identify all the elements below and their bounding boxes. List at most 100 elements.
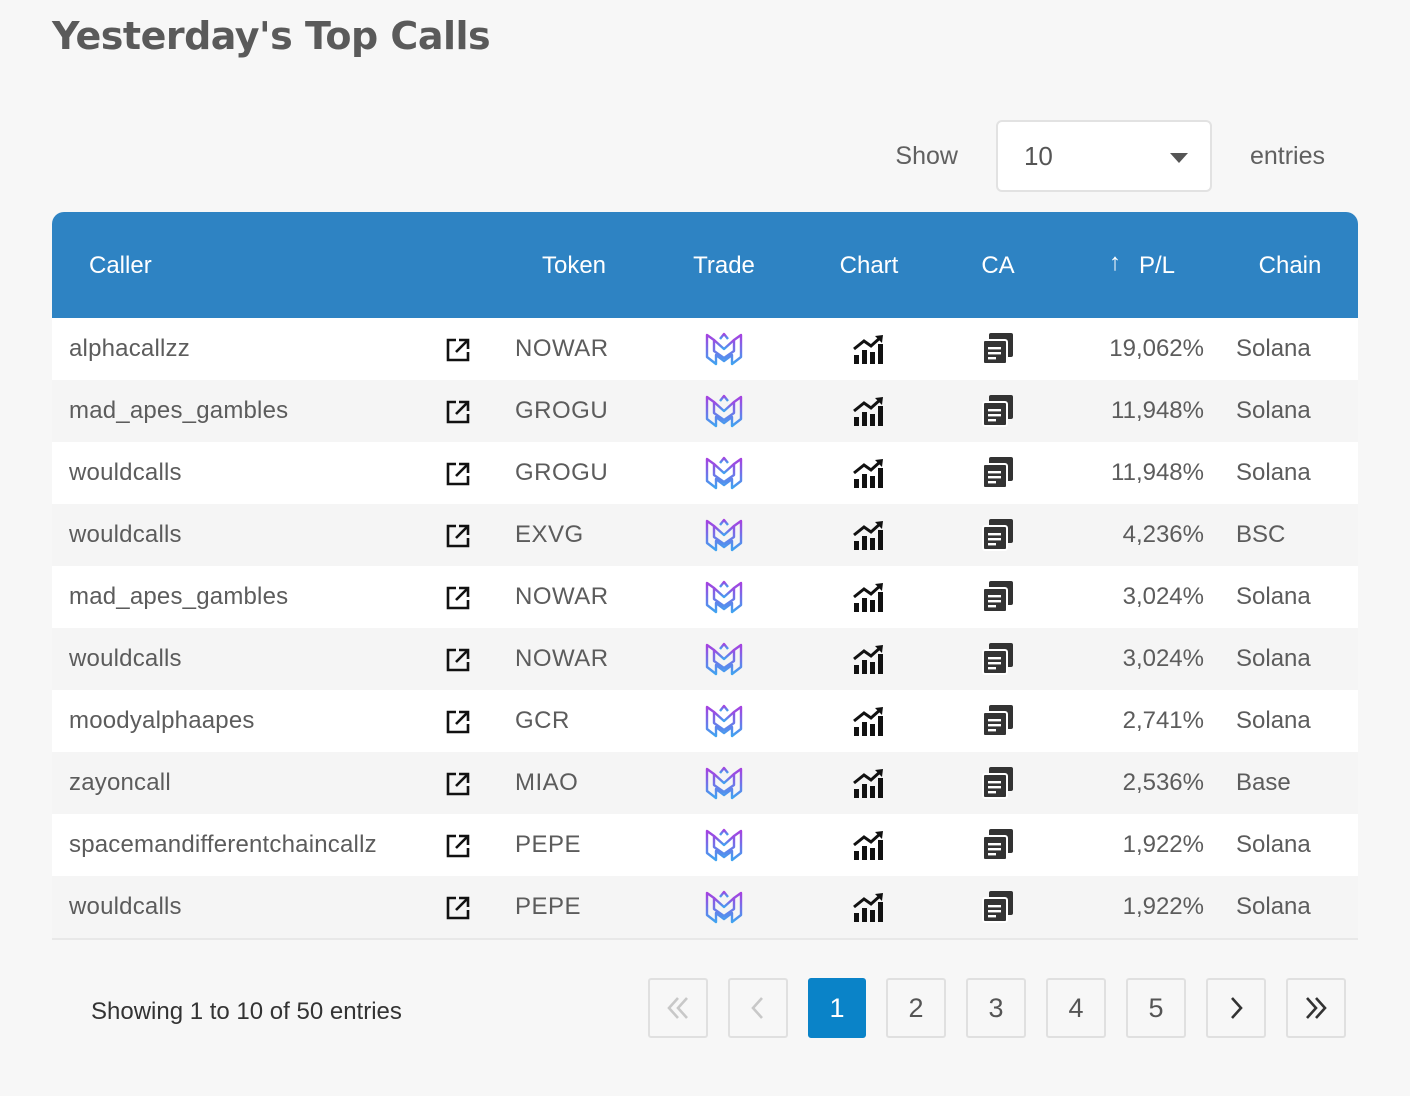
chart-growth-icon (853, 335, 883, 364)
copy-contract-icon (982, 829, 1013, 861)
copy-ca-button[interactable] (934, 814, 1062, 876)
caller-link-button[interactable] (412, 380, 504, 442)
chevron-right-icon (1231, 997, 1243, 1019)
caller-link-button[interactable] (412, 504, 504, 566)
caller-name[interactable]: mad_apes_gambles (69, 397, 289, 424)
caller-link-button[interactable] (412, 690, 504, 752)
copy-contract-icon (982, 705, 1013, 737)
trade-button[interactable] (644, 876, 804, 938)
copy-ca-button[interactable] (934, 566, 1062, 628)
page-title: Yesterday's Top Calls (52, 14, 491, 58)
page-button-2[interactable]: 2 (886, 978, 946, 1038)
sort-ascending-icon: ↑ (1108, 249, 1121, 276)
prev-page-button[interactable] (728, 978, 788, 1038)
caller-link-button[interactable] (412, 814, 504, 876)
copy-contract-icon (982, 457, 1013, 489)
table-row: wouldcalls NOWAR 3,024% Solana (52, 628, 1358, 690)
header-pl[interactable]: ↑ P/L (1062, 212, 1222, 318)
caller-name[interactable]: mad_apes_gambles (69, 583, 289, 610)
trade-button[interactable] (644, 504, 804, 566)
caller-name[interactable]: wouldcalls (69, 521, 182, 548)
trade-button[interactable] (644, 814, 804, 876)
chain-name: Solana (1236, 707, 1311, 734)
show-label: Show (895, 141, 958, 170)
chain-name: Solana (1236, 459, 1311, 486)
chart-growth-icon (853, 769, 883, 798)
copy-ca-button[interactable] (934, 380, 1062, 442)
copy-ca-button[interactable] (934, 318, 1062, 380)
trade-button[interactable] (644, 690, 804, 752)
caller-link-button[interactable] (412, 566, 504, 628)
copy-ca-button[interactable] (934, 752, 1062, 814)
trade-button[interactable] (644, 380, 804, 442)
chart-button[interactable] (804, 876, 934, 938)
chart-button[interactable] (804, 380, 934, 442)
entries-select-value: 10 (1023, 140, 1053, 171)
chart-button[interactable] (804, 752, 934, 814)
table-header-row: Caller Token Trade Chart CA ↑ P/L Chain (52, 212, 1358, 318)
copy-ca-button[interactable] (934, 504, 1062, 566)
page-button-4[interactable]: 4 (1046, 978, 1106, 1038)
header-ca[interactable]: CA (981, 252, 1015, 279)
page-button-5[interactable]: 5 (1126, 978, 1186, 1038)
chart-button[interactable] (804, 318, 934, 380)
caller-name[interactable]: alphacallzz (69, 335, 190, 362)
caller-name[interactable]: spacemandifferentchaincallz (69, 831, 377, 858)
pl-value: 11,948% (1111, 459, 1204, 486)
table-row: spacemandifferentchaincallz PEPE 1,922% Sol… (52, 814, 1358, 876)
external-link-icon (446, 648, 470, 671)
caller-name[interactable]: moodyalphaapes (69, 707, 255, 734)
trade-button[interactable] (644, 318, 804, 380)
chart-button[interactable] (804, 690, 934, 752)
caller-name[interactable]: zayoncall (69, 769, 171, 796)
copy-ca-button[interactable] (934, 442, 1062, 504)
copy-ca-button[interactable] (934, 628, 1062, 690)
pl-value: 19,062% (1109, 335, 1204, 362)
token-symbol: GCR (515, 707, 570, 734)
header-chart[interactable]: Chart (839, 252, 899, 279)
trade-button[interactable] (644, 442, 804, 504)
last-page-button[interactable] (1286, 978, 1346, 1038)
trade-button[interactable] (644, 752, 804, 814)
copy-contract-icon (982, 891, 1013, 923)
caller-link-button[interactable] (412, 628, 504, 690)
trade-button[interactable] (644, 628, 804, 690)
header-caller[interactable]: Caller (89, 252, 152, 279)
next-page-button[interactable] (1206, 978, 1266, 1038)
table-row: wouldcalls GROGU 11,948% Solana (52, 442, 1358, 504)
chart-button[interactable] (804, 628, 934, 690)
caller-link-button[interactable] (412, 442, 504, 504)
chain-name: BSC (1236, 521, 1286, 548)
caller-name[interactable]: wouldcalls (69, 893, 182, 920)
caller-name[interactable]: wouldcalls (69, 459, 182, 486)
external-link-icon (446, 338, 470, 361)
pl-value: 11,948% (1111, 397, 1204, 424)
page-button-3[interactable]: 3 (966, 978, 1026, 1038)
header-token[interactable]: Token (541, 252, 607, 279)
caller-link-button[interactable] (412, 752, 504, 814)
trade-logo-icon (705, 828, 743, 862)
header-chain[interactable]: Chain (1258, 252, 1322, 279)
token-symbol: GROGU (515, 459, 609, 486)
copy-ca-button[interactable] (934, 690, 1062, 752)
chart-button[interactable] (804, 442, 934, 504)
pl-value: 1,922% (1122, 893, 1204, 920)
header-trade[interactable]: Trade (693, 252, 755, 279)
chart-button[interactable] (804, 814, 934, 876)
first-page-button[interactable] (648, 978, 708, 1038)
entries-select[interactable]: 10 (995, 120, 1212, 192)
page-button-1[interactable]: 1 (808, 978, 866, 1038)
chart-button[interactable] (804, 504, 934, 566)
copy-ca-button[interactable] (934, 876, 1062, 938)
caller-name[interactable]: wouldcalls (69, 645, 182, 672)
chart-button[interactable] (804, 566, 934, 628)
copy-contract-icon (982, 581, 1013, 613)
table-info: Showing 1 to 10 of 50 entries (91, 998, 402, 1025)
chain-name: Solana (1236, 397, 1311, 424)
caller-link-button[interactable] (412, 876, 504, 938)
trade-button[interactable] (644, 566, 804, 628)
table-row: mad_apes_gambles GROGU 11,948% Solana (52, 380, 1358, 442)
caller-link-button[interactable] (412, 318, 504, 380)
pl-value: 2,536% (1122, 769, 1204, 796)
